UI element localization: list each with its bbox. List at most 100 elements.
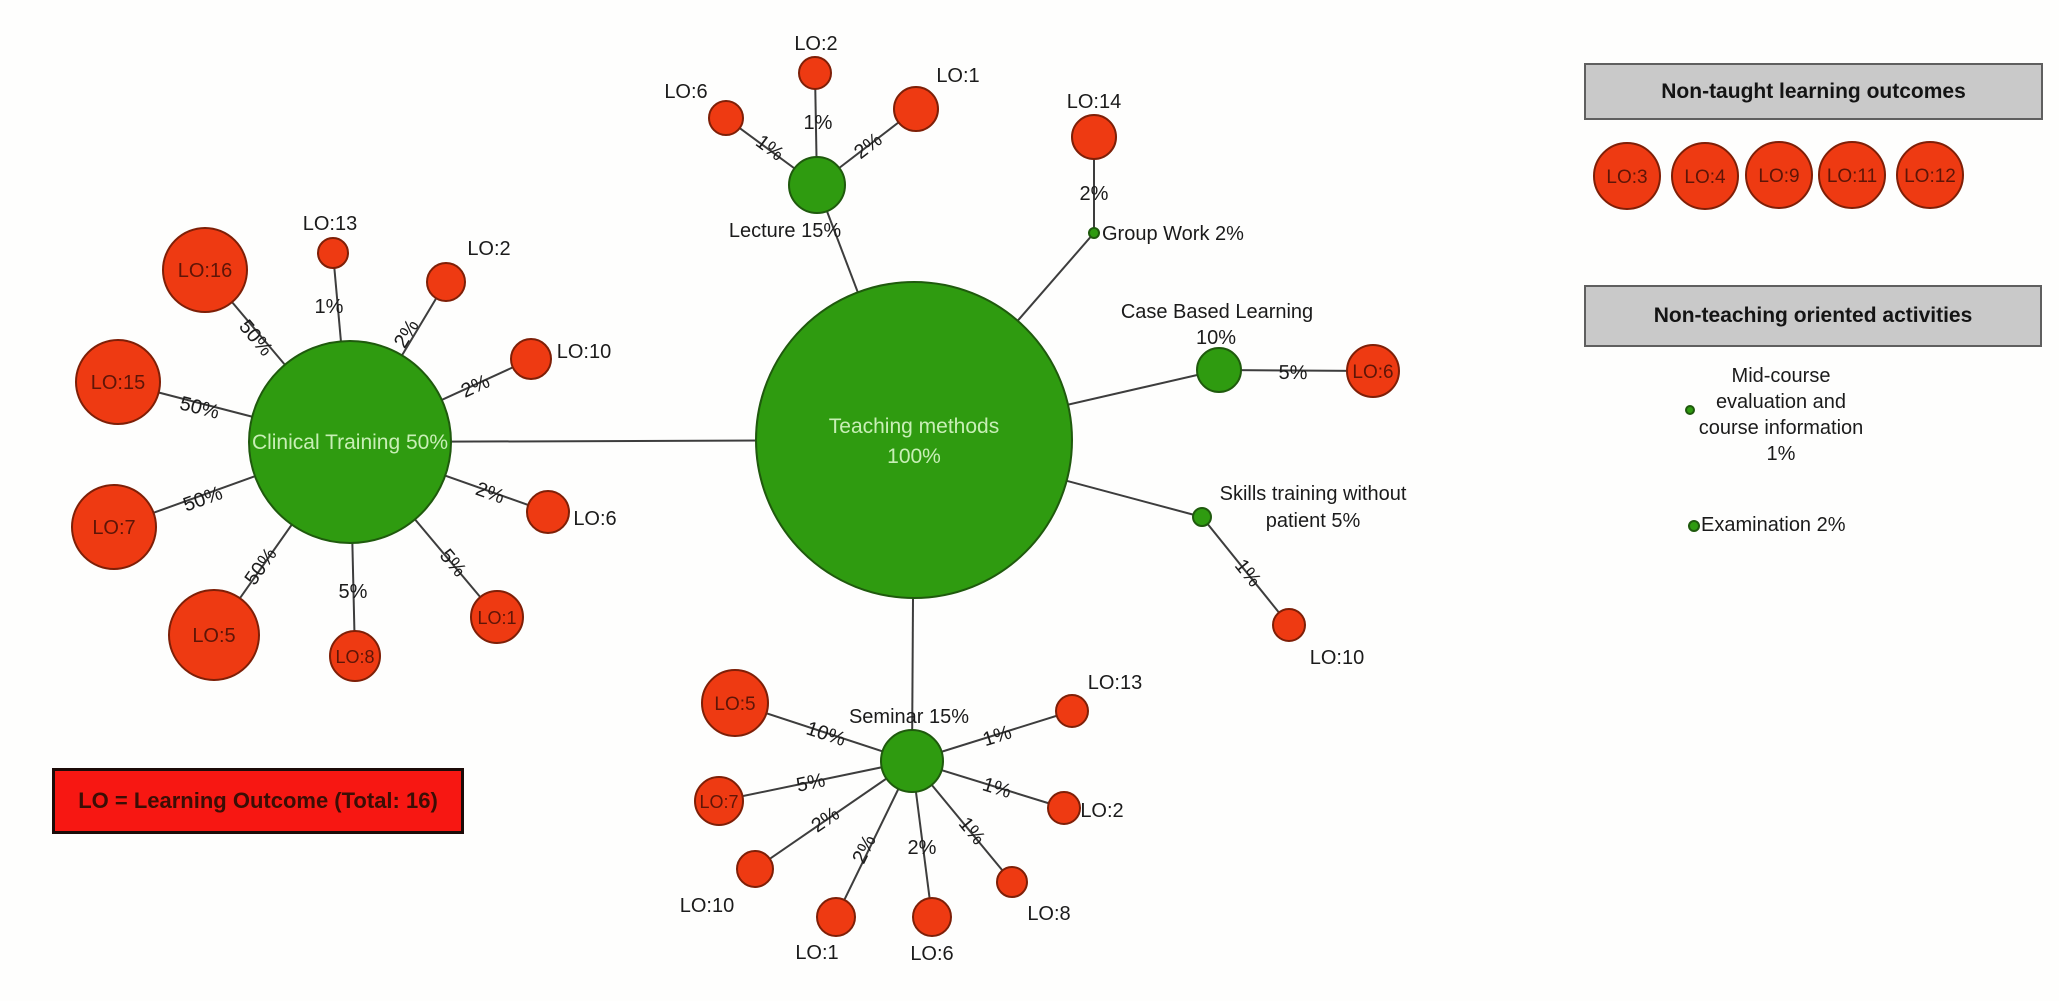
node-cl-lo7-lo-circle: [71, 484, 157, 570]
label-cl-lo10-0: LO:10: [557, 341, 611, 363]
label-sem-lo1-0: LO:1: [795, 942, 838, 964]
node-sem-lo5-lo-circle: [701, 669, 769, 737]
label-sem-lo10-0: LO:10: [680, 895, 734, 917]
panel-header-activities-label: Non-teaching oriented activities: [1653, 304, 1973, 327]
label-cl-lo6-0: LO:6: [573, 508, 616, 530]
label-cl-lo7-0: LO:7: [92, 517, 135, 539]
edge-label-clinical--cl-lo2: 2%: [390, 316, 424, 352]
node-cl-lo1-lo-circle: [470, 590, 524, 644]
node-skills-circle: [1192, 507, 1212, 527]
node-lec-lo2-lo-circle: [798, 56, 832, 90]
node-nt-lo9-lo-circle: [1745, 141, 1813, 209]
label-lecture-0: Lecture 15%: [729, 220, 842, 242]
label-sem-lo2-0: LO:2: [1080, 800, 1123, 822]
edge-label-seminar--sem-lo6: 2%: [908, 837, 937, 859]
node-sem-lo10-lo-circle: [736, 850, 774, 888]
label-clinical-0: Clinical Training 50%: [252, 431, 448, 454]
node-nt-lo12-lo-circle: [1896, 141, 1964, 209]
label-cl-lo8-0: LO:8: [335, 647, 374, 667]
node-cbl-lo6-lo-circle: [1346, 344, 1400, 398]
examination-label: Examination 2%: [1701, 514, 1846, 536]
midcourse-line-1: Mid-course: [1731, 365, 1831, 387]
panel-header-activities: Non-teaching oriented activities: [1584, 285, 2042, 347]
node-nt-lo11-lo-circle: [1818, 141, 1886, 209]
label-cl-lo5-0: LO:5: [192, 625, 235, 647]
label-lec-lo6-0: LO:6: [664, 81, 707, 103]
node-cl-lo6-lo-circle: [526, 490, 570, 534]
label-cl-lo15-0: LO:15: [91, 372, 145, 394]
legend-label: LO = Learning Outcome (Total: 16): [78, 788, 438, 813]
label-cl-lo1-0: LO:1: [477, 608, 516, 628]
edge-label-seminar--sem-lo2: 1%: [980, 773, 1014, 803]
label-sem-lo6-0: LO:6: [910, 943, 953, 965]
midcourse-line-3: course information: [1698, 417, 1864, 439]
node-cl-lo15-lo-circle: [75, 339, 161, 425]
edge-label-clinical--cl-lo16: 50%: [234, 316, 277, 361]
label-skills-1: patient 5%: [1266, 510, 1361, 532]
edge-label-groupwork--gw-lo14: 2%: [1080, 183, 1109, 205]
node-groupwork-circle: [1088, 227, 1100, 239]
label-teaching-0: Teaching methods: [829, 415, 999, 438]
edge-label-seminar--sem-lo10: 2%: [807, 803, 843, 838]
label-nt-lo9-0: LO:9: [1758, 166, 1799, 187]
midcourse-line-2: evaluation and: [1715, 391, 1847, 413]
label-sem-lo8-0: LO:8: [1027, 903, 1070, 925]
examination-note: Examination 2%: [1701, 514, 1846, 537]
edge-label-clinical--cl-lo6: 2%: [473, 478, 508, 508]
edge-label-clinical--cl-lo13: 1%: [315, 296, 344, 318]
midcourse-line-4: 1%: [1766, 443, 1796, 465]
edge-label-clinical--cl-lo8: 5%: [339, 581, 368, 603]
label-gw-lo14-0: LO:14: [1067, 91, 1121, 113]
legend-box: LO = Learning Outcome (Total: 16): [52, 768, 464, 834]
edge-label-cbl--cbl-lo6: 5%: [1279, 362, 1308, 384]
midcourse-evaluation-note: Mid-course evaluation and course informa…: [1645, 363, 1917, 467]
label-sk-lo10-0: LO:10: [1310, 647, 1364, 669]
node-sem-lo2-lo-circle: [1047, 791, 1081, 825]
node-cbl-circle: [1196, 347, 1242, 393]
label-cbl-1: 10%: [1196, 327, 1236, 349]
edge-label-seminar--sem-lo13: 1%: [980, 721, 1014, 751]
label-sem-lo5-0: LO:5: [714, 694, 755, 715]
node-teaching-circle: [755, 281, 1073, 599]
label-nt-lo11-0: LO:11: [1827, 166, 1877, 187]
node-lec-lo6-lo-circle: [708, 100, 744, 136]
label-skills-0: Skills training without: [1220, 483, 1407, 505]
label-sem-lo7-0: LO:7: [699, 792, 738, 812]
node-sem-lo8-lo-circle: [996, 866, 1028, 898]
panel-header-non-taught: Non-taught learning outcomes: [1584, 63, 2043, 120]
edge-label-skills--sk-lo10: 1%: [1230, 555, 1265, 591]
node-clinical-circle: [248, 340, 452, 544]
node-exam-dot-circle: [1688, 520, 1700, 532]
label-nt-lo3-0: LO:3: [1606, 167, 1647, 188]
label-sem-lo13-0: LO:13: [1088, 672, 1142, 694]
node-lec-lo1-lo-circle: [893, 86, 939, 132]
label-groupwork-0: Group Work 2%: [1102, 223, 1244, 245]
node-sem-lo13-lo-circle: [1055, 694, 1089, 728]
node-cl-lo8-lo-circle: [329, 630, 381, 682]
edge-label-seminar--sem-lo5: 10%: [803, 718, 848, 751]
edge-label-clinical--cl-lo10: 2%: [458, 370, 494, 402]
edge-label-lecture--lec-lo2: 1%: [804, 112, 833, 134]
edge-label-lecture--lec-lo1: 2%: [850, 129, 886, 164]
node-cl-lo2-lo-circle: [426, 262, 466, 302]
node-sk-lo10-lo-circle: [1272, 608, 1306, 642]
node-gw-lo14-lo-circle: [1071, 114, 1117, 160]
node-cl-lo13-lo-circle: [317, 237, 349, 269]
node-lecture-circle: [788, 156, 846, 214]
label-cl-lo13-0: LO:13: [303, 213, 357, 235]
label-seminar-0: Seminar 15%: [849, 706, 969, 728]
label-cbl-lo6-0: LO:6: [1352, 362, 1393, 383]
edge-skills--sk-lo10: [1201, 516, 1290, 626]
node-cl-lo5-lo-circle: [168, 589, 260, 681]
node-midcourse-dot-circle: [1685, 405, 1695, 415]
node-cl-lo16-lo-circle: [162, 227, 248, 313]
label-nt-lo12-0: LO:12: [1904, 166, 1956, 187]
node-sem-lo6-lo-circle: [912, 897, 952, 937]
node-nt-lo3-lo-circle: [1593, 142, 1661, 210]
label-cl-lo16-0: LO:16: [178, 260, 232, 282]
label-lec-lo1-0: LO:1: [936, 65, 979, 87]
node-sem-lo1-lo-circle: [816, 897, 856, 937]
node-seminar-circle: [880, 729, 944, 793]
label-nt-lo4-0: LO:4: [1684, 167, 1726, 188]
